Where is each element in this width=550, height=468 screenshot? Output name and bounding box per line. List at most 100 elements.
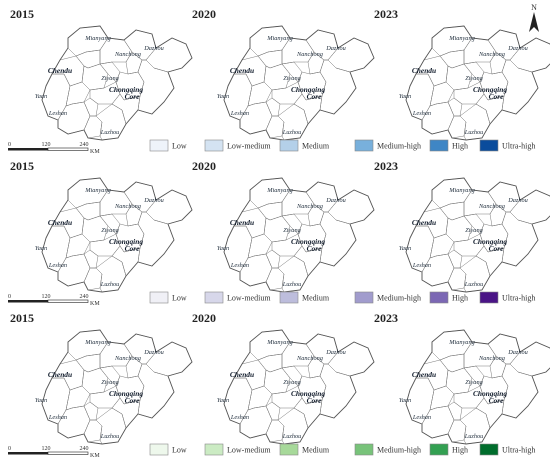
region-cq_se [319,211,357,267]
city-label-chongqing_line2: Core [489,92,505,101]
legend-swatch [354,139,374,152]
scale-unit: KM [90,149,100,155]
legend-swatch [429,291,449,304]
city-label-dazhou: Dazhou [143,197,164,204]
city-label-chongqing_line2: Core [307,396,323,405]
region-zigong [83,97,99,117]
city-label-dazhou: Dazhou [143,349,164,356]
city-label-chongqing_line1: Chongqing [473,85,507,94]
region-cq_se [137,59,175,115]
north-arrow-icon [529,12,539,32]
region-outline [405,25,550,141]
city-label-chengdu: Chendu [230,218,254,227]
legend-swatch [429,139,449,152]
city-label-yaan: Yaan [399,397,411,404]
legend-swatch [479,139,499,152]
region-zigong [83,249,99,269]
region-ziyang [81,215,109,243]
legend-label: Low [172,446,187,455]
city-label-luzhou: Luzhou [464,129,484,136]
year-label: 2015 [10,7,34,21]
legend-label: Medium-high [377,294,421,303]
region-ziyang [263,215,291,243]
region-cq_se [137,211,175,267]
region-cq_se [501,363,539,419]
region-zigong [447,249,463,269]
city-label-chongqing_line2: Core [125,244,141,253]
city-label-dazhou: Dazhou [325,349,346,356]
region-ziyang [263,63,291,91]
city-label-ziyang: Ziyang [465,75,483,82]
city-label-ziyang: Ziyang [283,227,301,234]
city-label-chengdu: Chendu [48,66,72,75]
city-label-chengdu: Chendu [412,66,436,75]
city-label-chongqing_line2: Core [489,244,505,253]
region-leshan [57,253,91,287]
city-label-yaan: Yaan [35,397,47,404]
region-leshan [239,405,273,439]
city-label-nanchong: Nanchong [114,203,141,210]
scale-bar-dark [8,300,48,303]
scale-tick-label: 0 [8,294,11,300]
region-cq_ne [509,189,550,225]
legend-label: Low-medium [227,446,271,455]
city-label-chongqing_line2: Core [125,92,141,101]
year-label: 2023 [374,311,398,325]
legend-swatch [429,443,449,456]
region-outline [223,177,375,293]
year-label: 2020 [192,159,216,173]
city-label-dazhou: Dazhou [507,45,528,52]
city-label-leshan: Leshan [412,110,431,117]
city-label-chengdu: Chendu [48,218,72,227]
legend-label: High [452,142,468,151]
city-label-chongqing_line1: Chongqing [473,389,507,398]
scale-tick-label: 0 [8,446,11,452]
region-leshan [57,101,91,135]
city-label-mianyang: Mianyang [266,187,293,194]
legend-swatch [204,443,224,456]
city-label-yaan: Yaan [35,93,47,100]
city-label-chengdu: Chendu [412,218,436,227]
region-cq_se [319,363,357,419]
year-label: 2020 [192,311,216,325]
scale-tick-label: 240 [80,446,89,452]
north-label: N [531,3,537,12]
region-outline [41,329,193,445]
region-zigong [83,401,99,421]
city-label-yaan: Yaan [399,93,411,100]
legend-label: Medium-high [377,142,421,151]
year-label: 2015 [10,311,34,325]
city-label-ziyang: Ziyang [101,379,119,386]
scale-unit: KM [90,453,100,459]
city-label-luzhou: Luzhou [464,433,484,440]
city-label-chengdu: Chendu [412,370,436,379]
legend-swatch [479,443,499,456]
legend-label: Low [172,142,187,151]
region-outline [405,329,550,445]
city-label-mianyang: Mianyang [84,35,111,42]
city-label-ziyang: Ziyang [283,379,301,386]
legend: Low Low-medium Medium Medium-high High Ultra-… [149,139,535,152]
city-label-nanchong: Nanchong [114,51,141,58]
region-zigong [265,249,281,269]
legend-label: High [452,446,468,455]
legend-swatch [354,291,374,304]
region-outline [41,25,193,141]
legend-swatch [354,443,374,456]
city-label-ziyang: Ziyang [283,75,301,82]
legend-swatch [479,291,499,304]
north-arrow: N [529,3,539,32]
city-label-mianyang: Mianyang [448,339,475,346]
city-label-yaan: Yaan [399,245,411,252]
year-label: 2015 [10,159,34,173]
legend-swatch [279,443,299,456]
legend: Low Low-medium Medium Medium-high High Ultra-… [149,291,535,304]
